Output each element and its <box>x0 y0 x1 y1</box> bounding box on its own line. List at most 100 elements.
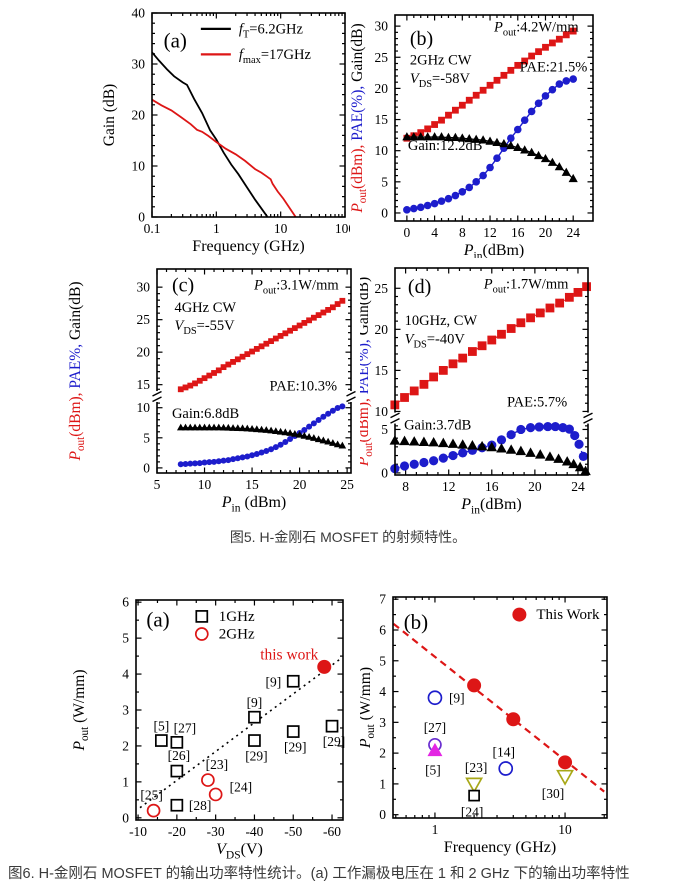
svg-text:Gain:12.2dB: Gain:12.2dB <box>408 138 483 154</box>
svg-text:4: 4 <box>122 667 129 682</box>
svg-text:[30]: [30] <box>542 786 565 801</box>
svg-text:5: 5 <box>381 174 388 189</box>
svg-text:4: 4 <box>431 225 438 240</box>
svg-text:10: 10 <box>375 404 389 419</box>
svg-text:5: 5 <box>381 422 388 437</box>
svg-text:1: 1 <box>432 822 439 837</box>
fig6-panel-a-chart: -10 -20 -30 -40 -50 -60 0 1 2 3 4 5 6 [5] [27] [26] [28]… <box>71 595 346 862</box>
svg-text:15: 15 <box>375 112 389 127</box>
fig6-caption: 图6. H-金刚石 MOSFET 的输出功率特性统计。(a) 工作漏极电压在 1… <box>8 866 630 882</box>
svg-text:25: 25 <box>137 312 151 327</box>
svg-text:Gain:6.8dB: Gain:6.8dB <box>172 406 239 422</box>
svg-text:15: 15 <box>137 377 151 392</box>
svg-text:16: 16 <box>511 225 525 240</box>
svg-text:0: 0 <box>379 807 386 822</box>
svg-text:0: 0 <box>381 465 388 480</box>
svg-text:(a): (a) <box>164 29 187 53</box>
svg-text:20: 20 <box>375 81 389 96</box>
svg-text:25: 25 <box>375 50 389 65</box>
svg-text:5: 5 <box>154 477 161 492</box>
fig5-panel-a-chart: 0.1 1 10 100 0 10 20 30 40 (a) fT=6.2GHz fmax=17GHz… <box>101 6 350 256</box>
svg-text:6: 6 <box>122 595 129 610</box>
svg-text:20: 20 <box>375 322 389 337</box>
svg-text:Pout:1.7W/mm: Pout:1.7W/mm <box>483 277 569 296</box>
svg-text:PAE:5.7%: PAE:5.7% <box>507 395 567 411</box>
svg-text:20: 20 <box>293 477 307 492</box>
svg-text:-50: -50 <box>284 824 302 839</box>
svg-text:Pin(dBm): Pin(dBm) <box>460 496 522 516</box>
svg-text:fT=6.2GHz: fT=6.2GHz <box>239 21 304 40</box>
svg-text:-20: -20 <box>168 824 186 839</box>
svg-text:(d): (d) <box>408 276 431 298</box>
svg-text:16: 16 <box>485 479 499 494</box>
svg-text:4GHz CW: 4GHz CW <box>174 300 236 316</box>
svg-text:10: 10 <box>558 822 572 837</box>
svg-text:Frequency (GHz): Frequency (GHz) <box>192 238 304 255</box>
svg-text:Pout(dBm), PAE%, Gain(dB): Pout(dBm), PAE%, Gain(dB) <box>67 281 87 461</box>
svg-text:1: 1 <box>213 221 220 236</box>
svg-text:VDS=-58V: VDS=-58V <box>410 71 471 90</box>
svg-text:[9]: [9] <box>265 674 281 689</box>
svg-text:[9]: [9] <box>247 695 263 710</box>
svg-text:2: 2 <box>122 738 129 753</box>
svg-text:10GHz, CW: 10GHz, CW <box>405 313 478 329</box>
svg-text:20: 20 <box>528 479 542 494</box>
svg-text:[28]: [28] <box>189 798 212 813</box>
svg-text:Pin (dBm): Pin (dBm) <box>221 494 287 514</box>
svg-text:6: 6 <box>379 622 386 637</box>
fig5-caption: 图5. H-金刚石 MOSFET 的射频特性。 <box>229 529 467 545</box>
svg-text:8: 8 <box>459 225 466 240</box>
svg-text:2GHz CW: 2GHz CW <box>410 52 472 68</box>
svg-text:Pout (W/mm): Pout (W/mm) <box>360 667 377 749</box>
svg-text:[25]: [25] <box>140 788 163 803</box>
svg-text:-60: -60 <box>323 824 341 839</box>
svg-text:2GHz: 2GHz <box>219 627 255 643</box>
svg-text:100: 100 <box>335 221 350 236</box>
fig5-panel-d-chart: 8 12 16 20 24 0 5 10 15 20 25 (d) Pout:1.7W/mm 10GHz,… <box>360 267 593 516</box>
svg-text:VDS=-55V: VDS=-55V <box>174 318 235 337</box>
svg-text:5: 5 <box>379 653 386 668</box>
svg-text:12: 12 <box>442 479 456 494</box>
svg-text:[5]: [5] <box>153 719 169 734</box>
svg-text:[29]: [29] <box>284 740 307 755</box>
svg-text:Pout:3.1W/mm: Pout:3.1W/mm <box>253 277 339 296</box>
svg-text:[27]: [27] <box>424 720 447 735</box>
svg-text:20: 20 <box>132 108 146 123</box>
svg-text:12: 12 <box>483 225 497 240</box>
svg-text:24: 24 <box>566 225 580 240</box>
svg-text:[26]: [26] <box>168 748 191 763</box>
svg-text:5: 5 <box>122 631 129 646</box>
svg-text:0: 0 <box>138 210 145 225</box>
svg-text:2: 2 <box>379 746 386 761</box>
fig5-panel-b-chart: 0 4 8 12 16 20 24 0 5 10 15 20 25 30 (b) Pout:4.2W/mm 2G… <box>350 14 594 258</box>
svg-text:(a): (a) <box>146 607 169 631</box>
svg-text:This Work: This Work <box>536 607 600 623</box>
svg-text:PAE:21.5%: PAE:21.5% <box>520 60 588 76</box>
svg-text:fmax=17GHz: fmax=17GHz <box>239 47 312 66</box>
svg-text:0: 0 <box>404 225 411 240</box>
svg-text:[27]: [27] <box>174 720 197 735</box>
svg-text:(c): (c) <box>172 274 194 296</box>
svg-text:40: 40 <box>132 6 146 21</box>
svg-text:PAE:10.3%: PAE:10.3% <box>270 378 338 394</box>
svg-text:Pout(dBm), PAE(%), Gain(dB): Pout(dBm), PAE(%), Gain(dB) <box>350 23 369 213</box>
svg-text:[23]: [23] <box>465 760 488 775</box>
svg-text:-40: -40 <box>245 824 263 839</box>
svg-text:[14]: [14] <box>492 745 515 760</box>
svg-text:[9]: [9] <box>449 691 465 706</box>
svg-text:10: 10 <box>375 143 389 158</box>
svg-text:5: 5 <box>143 430 150 445</box>
svg-text:Gain:3.7dB: Gain:3.7dB <box>404 417 471 433</box>
svg-text:1GHz: 1GHz <box>219 609 255 625</box>
svg-text:[29]: [29] <box>323 734 346 749</box>
svg-text:[29]: [29] <box>245 749 268 764</box>
svg-text:10: 10 <box>274 221 288 236</box>
svg-text:3: 3 <box>122 703 129 718</box>
svg-text:1: 1 <box>379 776 386 791</box>
svg-text:[24]: [24] <box>230 779 253 794</box>
svg-text:3: 3 <box>379 715 386 730</box>
svg-text:0: 0 <box>143 460 150 475</box>
svg-text:Pout:4.2W/mm: Pout:4.2W/mm <box>493 19 579 38</box>
